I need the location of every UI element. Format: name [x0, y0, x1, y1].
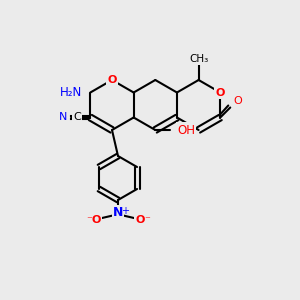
Text: ⁻: ⁻: [144, 215, 150, 225]
Text: OH: OH: [177, 124, 195, 136]
Text: O: O: [233, 95, 242, 106]
Text: O: O: [107, 75, 117, 85]
Text: O: O: [91, 215, 101, 225]
Text: O: O: [216, 88, 225, 98]
Text: N: N: [113, 206, 123, 220]
Text: O: O: [135, 215, 145, 225]
Text: +: +: [121, 206, 129, 216]
Text: H₂N: H₂N: [60, 86, 82, 99]
Text: ⁻: ⁻: [86, 215, 92, 225]
Text: CH₃: CH₃: [189, 54, 208, 64]
Text: N: N: [59, 112, 67, 122]
Text: C: C: [74, 112, 81, 122]
